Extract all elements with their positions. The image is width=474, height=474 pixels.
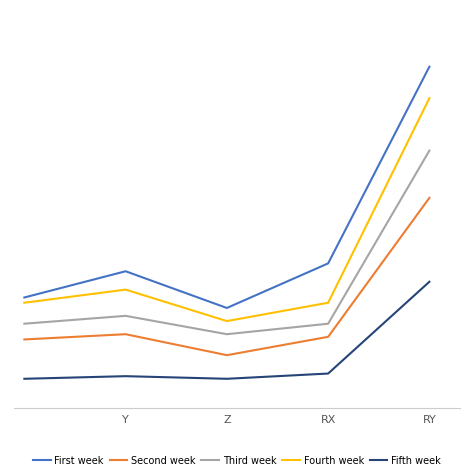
Fourth week <box>427 95 432 101</box>
First week <box>325 261 331 266</box>
Fifth week <box>123 374 128 379</box>
Fifth week <box>21 376 27 382</box>
Fourth week <box>123 287 128 292</box>
Second week <box>224 352 230 358</box>
Line: Second week: Second week <box>24 198 429 355</box>
Line: First week: First week <box>24 67 429 308</box>
Third week <box>224 331 230 337</box>
Fourth week <box>224 318 230 324</box>
Third week <box>427 148 432 154</box>
First week <box>123 268 128 274</box>
Second week <box>325 334 331 340</box>
Third week <box>21 321 27 327</box>
Fifth week <box>224 376 230 382</box>
Legend: First week, Second week, Third week, Fourth week, Fifth week: First week, Second week, Third week, Fou… <box>29 452 445 470</box>
First week <box>21 295 27 301</box>
Fourth week <box>21 300 27 306</box>
Second week <box>123 331 128 337</box>
Line: Third week: Third week <box>24 151 429 334</box>
Third week <box>123 313 128 319</box>
Fifth week <box>325 371 331 376</box>
Line: Fourth week: Fourth week <box>24 98 429 321</box>
Fourth week <box>325 300 331 306</box>
Line: Fifth week: Fifth week <box>24 282 429 379</box>
First week <box>224 305 230 311</box>
First week <box>427 64 432 70</box>
Second week <box>21 337 27 342</box>
Third week <box>325 321 331 327</box>
Fifth week <box>427 279 432 284</box>
Second week <box>427 195 432 201</box>
